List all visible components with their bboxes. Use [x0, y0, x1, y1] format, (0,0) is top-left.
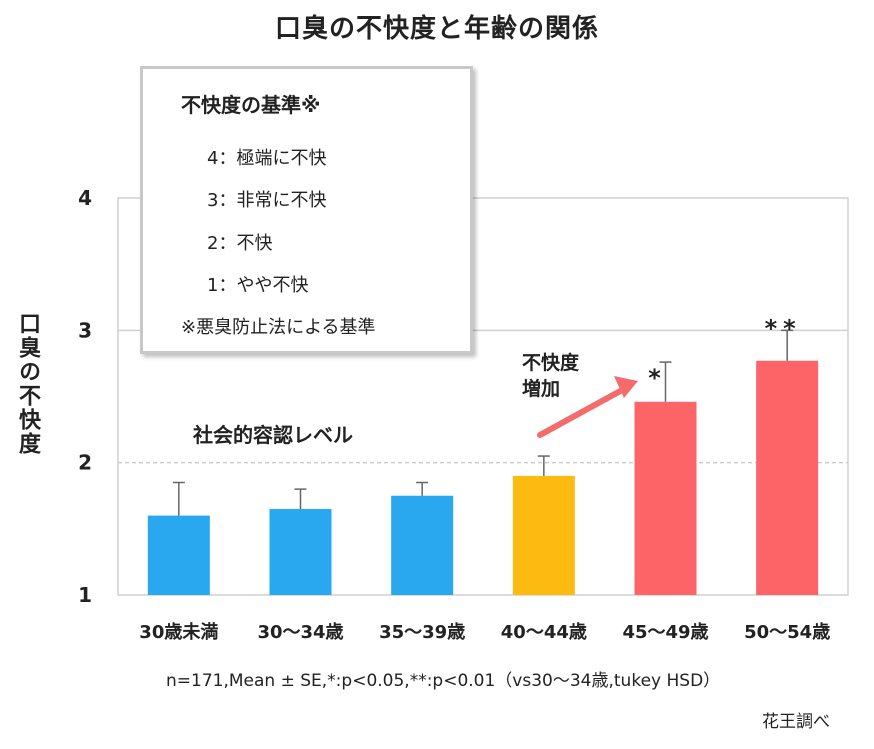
y-tick-label: 3: [78, 318, 92, 342]
error-bars: [172, 329, 794, 516]
significance-label: *: [648, 364, 667, 392]
criteria-item-3: 3：非常に不快: [207, 190, 327, 211]
bar: [147, 515, 210, 595]
x-tick-label: 30〜34歳: [257, 622, 343, 643]
bar: [512, 475, 575, 595]
criteria-legend-box: 不快度の基準※ 4：極端に不快 3：非常に不快 2：不快 1：やや不快 ※悪臭防…: [140, 66, 473, 354]
x-tick-label: 35〜39歳: [379, 622, 465, 643]
plot-border: [117, 197, 849, 596]
criteria-item-1: 1：やや不快: [207, 275, 309, 296]
x-tick-label: 30歳未満: [139, 621, 218, 643]
criteria-legend-title: 不快度の基準※: [181, 93, 321, 117]
bar: [269, 508, 332, 595]
statistics-note: n=171,Mean ± SE,*:p<0.05,**:p<0.01（vs30〜…: [166, 671, 721, 691]
significance-label: **: [765, 314, 802, 342]
arrow-shaft: [537, 386, 627, 438]
y-axis-label: 口臭の不快度: [15, 312, 40, 456]
y-tick-label: 1: [78, 583, 92, 607]
bar: [634, 401, 697, 595]
chart-title: 口臭の不快度と年齢の関係: [274, 14, 599, 44]
arrow-head: [614, 376, 638, 398]
bars: [147, 360, 819, 595]
y-tick-label: 4: [78, 186, 92, 210]
social-acceptance-label: 社会的容認レベル: [193, 423, 353, 447]
increase-label-line-2: 増加: [522, 378, 561, 400]
bar: [756, 360, 819, 595]
increase-label: 不快度 増加: [522, 350, 579, 402]
trend-arrow: [537, 376, 638, 438]
y-tick-labels: 1 2 3 4: [78, 186, 92, 607]
x-tick-labels: 30歳未満 30〜34歳 35〜39歳 40〜44歳 45〜49歳 50〜54歳: [139, 621, 830, 643]
criteria-item-4: 4：極端に不快: [207, 148, 327, 169]
bar: [391, 495, 454, 595]
x-tick-label: 50〜54歳: [744, 622, 830, 643]
source-note: 花王調べ: [762, 712, 830, 732]
plot-frame: [117, 197, 849, 596]
y-tick-label: 2: [78, 451, 92, 475]
x-tick-label: 45〜49歳: [622, 622, 708, 643]
significance-labels: ***: [648, 314, 802, 392]
x-tick-label: 40〜44歳: [501, 622, 587, 643]
increase-label-line-1: 不快度: [522, 352, 580, 374]
criteria-item-2: 2：不快: [207, 233, 273, 254]
criteria-footnote: ※悪臭防止法による基準: [181, 317, 376, 338]
